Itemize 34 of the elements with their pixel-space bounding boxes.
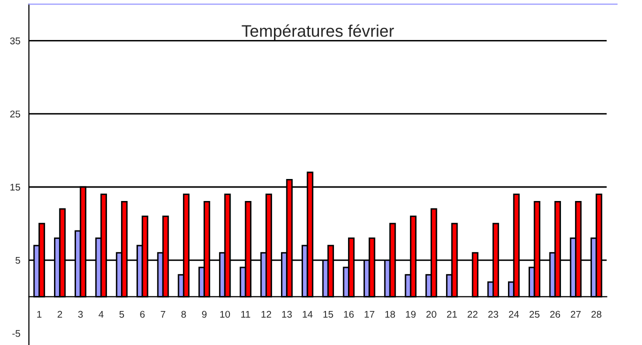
x-tick-label: 28 — [591, 310, 602, 318]
x-tick-label: 3 — [78, 310, 83, 318]
y-tick-label: 15 — [10, 184, 20, 191]
x-tick-label: 5 — [119, 310, 124, 318]
x-tick-label: 4 — [98, 310, 104, 318]
x-tick-label: 1 — [37, 310, 42, 318]
x-tick-label: 9 — [202, 310, 207, 318]
x-tick-label: 27 — [570, 310, 581, 318]
y-tick-label: 5 — [16, 256, 20, 264]
x-tick-label: 12 — [262, 310, 272, 318]
x-tick-label: 6 — [140, 310, 145, 318]
x-tick-label: 23 — [488, 310, 498, 318]
x-tick-label: 22 — [468, 310, 478, 318]
x-tick-label: 16 — [344, 310, 354, 318]
x-tick-label: 25 — [530, 310, 540, 318]
x-tick-label: 18 — [385, 310, 395, 318]
x-tick-label: 19 — [406, 310, 416, 318]
x-tick-label: 14 — [302, 310, 313, 318]
x-tick-label: 15 — [323, 310, 334, 318]
x-tick-label: 26 — [550, 310, 560, 318]
x-tick-label: 10 — [220, 310, 230, 318]
x-tick-label: 8 — [181, 310, 186, 318]
x-tick-label: 2 — [58, 310, 62, 318]
text: Températures février — [242, 24, 394, 40]
x-tick-label: 17 — [364, 310, 374, 318]
x-tick-label: 21 — [447, 310, 457, 318]
x-tick-label: 13 — [282, 310, 292, 318]
x-tick-label: 7 — [160, 310, 166, 318]
x-tick-label: 24 — [508, 310, 519, 318]
x-tick-label: 11 — [241, 310, 250, 318]
y-tick-label: -5 — [12, 330, 20, 337]
y-tick-label: 35 — [10, 37, 20, 44]
y-tick-label: 25 — [10, 110, 20, 118]
x-tick-label: 20 — [426, 310, 436, 318]
